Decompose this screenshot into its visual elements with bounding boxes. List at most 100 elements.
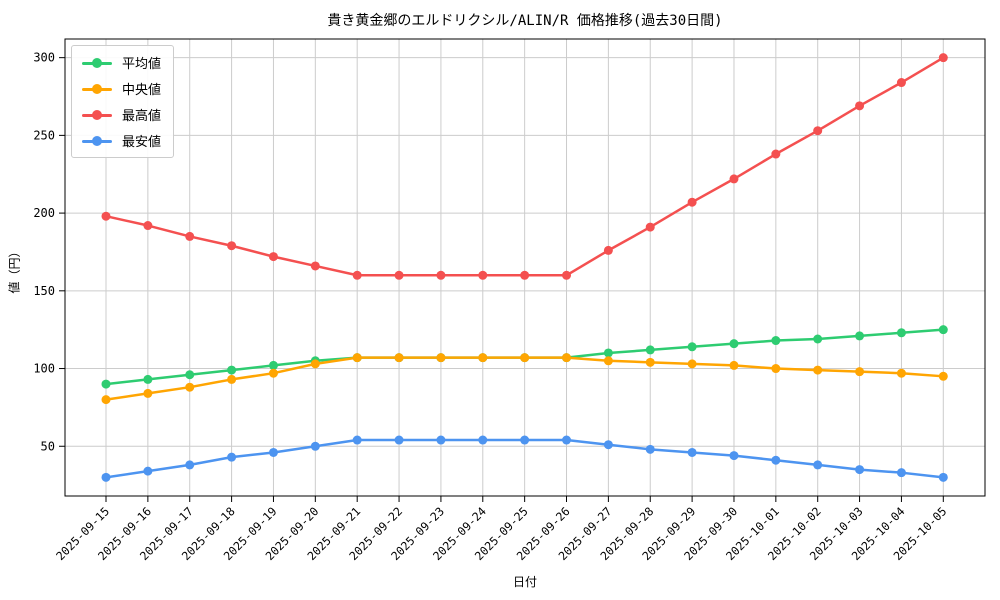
data-point-最安値 (813, 460, 823, 470)
data-point-最高値 (896, 78, 906, 88)
data-point-中央値 (143, 388, 153, 398)
data-point-平均値 (603, 348, 613, 358)
legend-item-最安値: 最安値 (82, 131, 161, 150)
data-point-中央値 (352, 353, 362, 363)
data-point-最安値 (562, 435, 572, 445)
data-point-平均値 (687, 342, 697, 352)
y-tick-label: 50 (41, 439, 55, 453)
data-point-最安値 (185, 460, 195, 470)
data-point-最安値 (394, 435, 404, 445)
data-point-最高値 (645, 222, 655, 232)
data-point-最安値 (729, 451, 739, 461)
legend-label: 平均値 (122, 57, 162, 72)
legend-marker-icon (82, 83, 112, 94)
data-point-最高値 (436, 270, 446, 280)
data-point-最高値 (394, 270, 404, 280)
data-point-中央値 (687, 359, 697, 369)
data-point-最安値 (771, 455, 781, 465)
data-point-平均値 (645, 345, 655, 355)
data-point-平均値 (227, 365, 237, 375)
data-point-最高値 (813, 126, 823, 136)
legend-marker-icon (82, 135, 112, 146)
data-point-平均値 (855, 331, 865, 341)
data-point-中央値 (520, 353, 530, 363)
data-point-最高値 (227, 241, 237, 251)
data-point-最安値 (352, 435, 362, 445)
data-point-最安値 (143, 466, 153, 476)
y-tick-label: 150 (33, 284, 55, 298)
data-point-中央値 (394, 353, 404, 363)
data-point-中央値 (227, 374, 237, 384)
legend-label: 最安値 (122, 135, 162, 150)
y-tick-label: 200 (33, 206, 55, 220)
data-point-平均値 (896, 328, 906, 338)
data-point-最安値 (687, 447, 697, 457)
data-point-最安値 (310, 441, 320, 451)
data-point-最安値 (101, 472, 111, 482)
data-point-最高値 (603, 245, 613, 255)
y-tick-label: 250 (33, 128, 55, 142)
data-point-最安値 (855, 465, 865, 475)
chart-title: 貴き黄金郷のエルドリクシル/ALIN/R 価格推移(過去30日間) (327, 13, 723, 29)
data-point-最高値 (478, 270, 488, 280)
legend: 平均値中央値最高値最安値 (71, 45, 175, 158)
data-point-中央値 (478, 353, 488, 363)
legend-item-平均値: 平均値 (82, 53, 161, 72)
data-point-最安値 (227, 452, 237, 462)
data-point-最高値 (938, 53, 948, 63)
data-point-最高値 (729, 174, 739, 184)
data-point-中央値 (436, 353, 446, 363)
data-point-最安値 (268, 447, 278, 457)
data-point-最安値 (645, 444, 655, 454)
data-point-最安値 (896, 468, 906, 478)
x-axis-label: 日付 (512, 575, 537, 589)
y-tick-label: 300 (33, 51, 55, 65)
data-point-最安値 (938, 472, 948, 482)
data-point-最高値 (268, 252, 278, 262)
data-point-中央値 (896, 368, 906, 378)
data-point-最高値 (185, 231, 195, 241)
data-point-最安値 (436, 435, 446, 445)
data-point-最高値 (771, 149, 781, 159)
data-point-中央値 (101, 395, 111, 405)
legend-marker-icon (82, 57, 112, 68)
data-point-中央値 (310, 359, 320, 369)
legend-label: 最高値 (122, 109, 162, 124)
legend-label: 中央値 (122, 83, 162, 98)
data-point-中央値 (185, 382, 195, 392)
data-point-平均値 (101, 379, 111, 389)
data-point-平均値 (938, 325, 948, 335)
data-point-中央値 (729, 360, 739, 370)
data-point-平均値 (185, 370, 195, 380)
data-point-最高値 (687, 197, 697, 207)
data-point-平均値 (813, 334, 823, 344)
data-point-最高値 (562, 270, 572, 280)
legend-item-中央値: 中央値 (82, 79, 161, 98)
data-point-平均値 (143, 374, 153, 384)
data-point-中央値 (603, 356, 613, 366)
data-point-平均値 (268, 360, 278, 370)
data-point-最高値 (310, 261, 320, 271)
data-point-平均値 (729, 339, 739, 349)
data-point-最高値 (855, 101, 865, 111)
data-point-最高値 (352, 270, 362, 280)
data-point-中央値 (771, 364, 781, 374)
data-point-最安値 (478, 435, 488, 445)
y-tick-label: 100 (33, 362, 55, 376)
data-point-最高値 (520, 270, 530, 280)
data-point-中央値 (938, 371, 948, 381)
data-point-最高値 (101, 211, 111, 221)
data-point-最安値 (520, 435, 530, 445)
data-point-中央値 (855, 367, 865, 377)
legend-marker-icon (82, 109, 112, 120)
legend-item-最高値: 最高値 (82, 105, 161, 124)
data-point-平均値 (771, 336, 781, 346)
data-point-中央値 (268, 368, 278, 378)
data-point-中央値 (813, 365, 823, 375)
data-point-最安値 (603, 440, 613, 450)
data-point-中央値 (645, 357, 655, 367)
data-point-中央値 (562, 353, 572, 363)
data-point-最高値 (143, 221, 153, 231)
